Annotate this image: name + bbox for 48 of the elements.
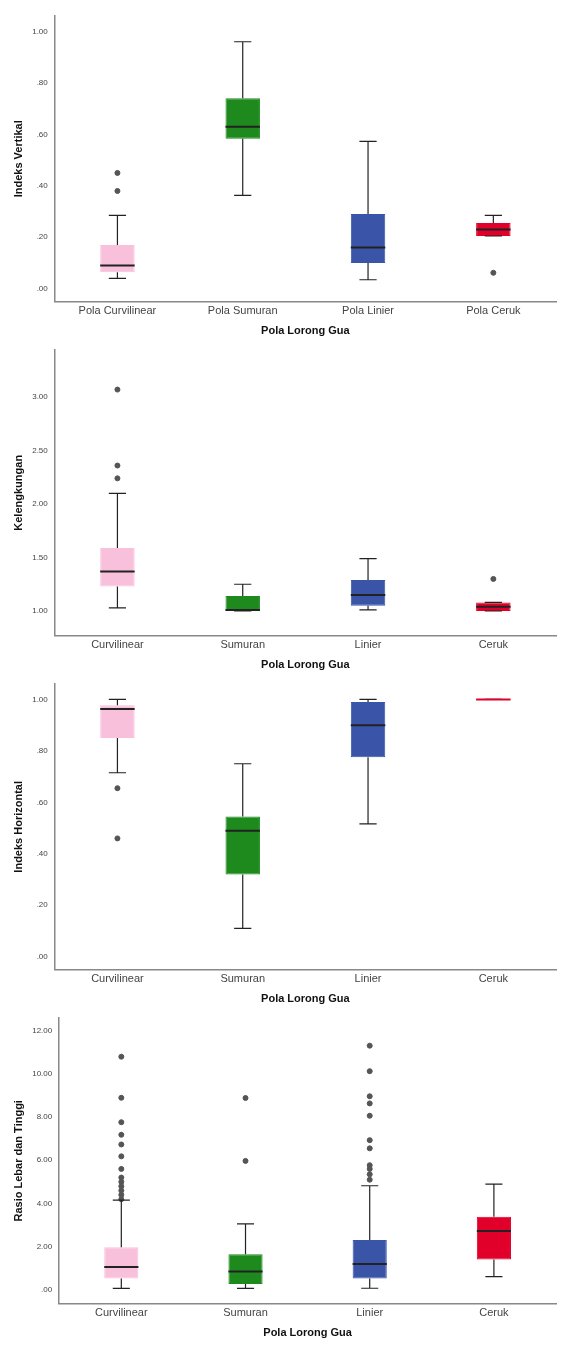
y-tick-label: .00 bbox=[36, 951, 49, 961]
x-axis-title: Pola Lorong Gua bbox=[261, 658, 351, 671]
y-tick-label: 1.00 bbox=[32, 694, 49, 704]
y-tick-label: 2.00 bbox=[36, 1241, 53, 1251]
y-tick-label: 2.50 bbox=[32, 445, 49, 455]
y-tick-label: .60 bbox=[36, 797, 49, 807]
y-tick-label: 10.00 bbox=[32, 1068, 53, 1078]
y-tick-label: 1.00 bbox=[32, 26, 49, 36]
y-tick-label: 1.00 bbox=[32, 606, 49, 616]
y-axis-title: Indeks Horizontal bbox=[11, 780, 24, 873]
y-tick-label: 1.50 bbox=[32, 552, 49, 562]
y-axis-title: Kelengkungan bbox=[11, 454, 24, 531]
y-tick-label: 12.00 bbox=[32, 1025, 53, 1035]
x-tick-label: Curvilinear bbox=[91, 972, 145, 985]
y-tick-label: .60 bbox=[36, 129, 49, 139]
x-axis-title: Pola Lorong Gua bbox=[261, 324, 351, 337]
x-tick-label: Linier bbox=[356, 1306, 384, 1319]
x-tick-label: Pola Linier bbox=[342, 304, 395, 317]
x-tick-label: Linier bbox=[354, 972, 382, 985]
y-tick-label: 8.00 bbox=[36, 1112, 53, 1122]
x-tick-label: Linier bbox=[354, 638, 382, 651]
x-tick-label: Sumuran bbox=[220, 638, 266, 651]
x-tick-label: Curvilinear bbox=[91, 638, 145, 651]
y-tick-label: 4.00 bbox=[36, 1198, 53, 1208]
y-tick-label: 6.00 bbox=[36, 1155, 53, 1165]
x-tick-label: Ceruk bbox=[478, 972, 509, 985]
y-tick-label: 2.00 bbox=[32, 499, 49, 509]
y-tick-label: .80 bbox=[36, 746, 49, 756]
y-tick-label: .00 bbox=[36, 283, 49, 293]
y-tick-label: .00 bbox=[41, 1285, 53, 1295]
y-tick-label: .40 bbox=[36, 849, 49, 859]
x-tick-label: Pola Ceruk bbox=[466, 304, 522, 317]
y-tick-label: .20 bbox=[36, 900, 49, 910]
y-axis-title: Indeks Vertikal bbox=[11, 120, 24, 198]
x-tick-label: Ceruk bbox=[478, 638, 509, 651]
x-axis-title: Pola Lorong Gua bbox=[263, 1326, 353, 1339]
x-tick-label: Pola Sumuran bbox=[207, 304, 278, 317]
x-axis-title: Pola Lorong Gua bbox=[261, 992, 351, 1005]
y-tick-label: .40 bbox=[36, 181, 49, 191]
y-tick-label: .80 bbox=[36, 78, 49, 88]
y-tick-label: .20 bbox=[36, 232, 49, 242]
y-axis-title: Rasio Lebar dan Tinggi bbox=[11, 1100, 24, 1222]
x-tick-label: Pola Curvilinear bbox=[78, 304, 157, 317]
x-tick-label: Sumuran bbox=[220, 972, 266, 985]
x-tick-label: Curvilinear bbox=[95, 1306, 148, 1319]
y-tick-label: 3.00 bbox=[32, 392, 49, 402]
x-tick-label: Ceruk bbox=[479, 1306, 510, 1319]
x-tick-label: Sumuran bbox=[223, 1306, 268, 1319]
